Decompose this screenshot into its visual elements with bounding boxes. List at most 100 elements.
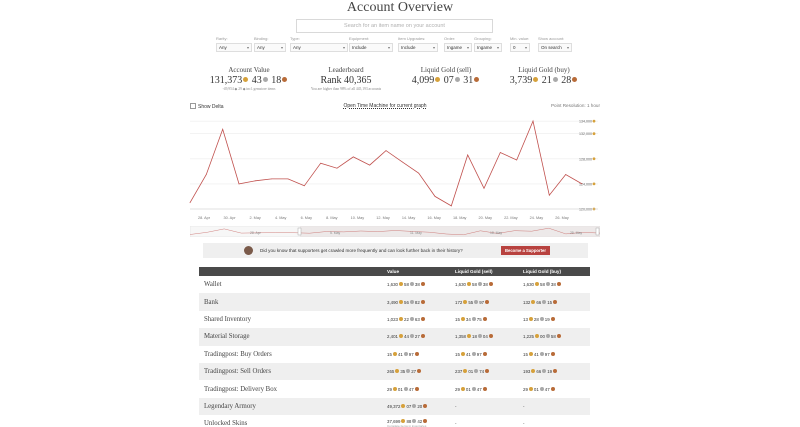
copper-coin-icon xyxy=(572,77,578,82)
data-point[interactable] xyxy=(205,174,207,175)
copper-amount: 63 xyxy=(414,316,420,322)
silver-amount: 41 xyxy=(397,351,403,357)
copper-coin-icon xyxy=(482,316,487,321)
become-supporter-button[interactable]: Become a Supporter xyxy=(501,246,550,255)
value-breakdown-table: Value Liquid Gold (sell) Liquid Gold (bu… xyxy=(199,267,590,427)
table-row[interactable]: Tradingpost: Buy Orders 15 41 97 15 41 97 15 41 9… xyxy=(199,346,590,363)
data-point[interactable] xyxy=(581,183,583,185)
account-value-chart[interactable]: 134,000 132,000 128,000 124,000 120,000 28. A… xyxy=(188,114,602,226)
copper-amount: 97 xyxy=(408,351,414,357)
filter-select[interactable]: Any xyxy=(216,43,252,52)
copper-amount: 15 xyxy=(547,299,553,305)
data-point[interactable] xyxy=(532,120,534,122)
silver-amount: 01 xyxy=(468,369,474,375)
data-point[interactable] xyxy=(499,152,501,153)
checkbox-icon[interactable] xyxy=(190,103,196,109)
filter-select[interactable]: Ingame xyxy=(474,43,502,52)
table-row[interactable]: Unlocked Skins 37,699 88 42 Complete items i… xyxy=(199,415,590,427)
silver-coin-icon xyxy=(403,386,408,391)
navigator-handle[interactable] xyxy=(297,227,302,236)
x-tick-label: 10. May xyxy=(351,216,365,220)
copper-amount: 47 xyxy=(408,386,414,392)
navigator-label: 11. May xyxy=(410,231,422,235)
data-point[interactable] xyxy=(238,183,240,185)
data-point[interactable] xyxy=(418,172,420,174)
time-machine-link[interactable]: Open Time Machine for current graph xyxy=(343,103,427,109)
show-delta-toggle[interactable]: Show Delta xyxy=(190,103,224,110)
data-point[interactable] xyxy=(385,150,387,151)
gold-amount: 15 xyxy=(455,351,460,357)
gold-amount: 15 xyxy=(523,351,528,357)
filter-label: Order: xyxy=(444,36,456,41)
data-point[interactable] xyxy=(336,167,338,169)
data-point[interactable] xyxy=(222,128,224,130)
filter-select[interactable]: 0 xyxy=(510,43,530,52)
data-point[interactable] xyxy=(565,174,567,175)
money-cell: 172 55 97 xyxy=(451,293,519,311)
filter-4: Item Upgrades: Include xyxy=(398,36,438,52)
data-point[interactable] xyxy=(189,202,191,204)
filter-select[interactable]: Include xyxy=(398,43,438,52)
gold-coin-icon xyxy=(460,316,465,321)
filter-label: Grouping: xyxy=(474,36,492,41)
table-row[interactable]: Shared Inventory 1,023 22 63 15 34 75 13 28 19 xyxy=(199,311,590,328)
silver-amount: 00 xyxy=(540,334,545,340)
row-name: Legendary Armory xyxy=(199,397,383,416)
table-row[interactable]: Tradingpost: Delivery Box 29 01 47 29 01 47 29 0… xyxy=(199,380,590,397)
data-point[interactable] xyxy=(320,162,322,164)
data-point[interactable] xyxy=(516,159,518,161)
gold-coin-icon xyxy=(535,282,539,287)
data-point[interactable] xyxy=(254,180,256,182)
gold-coin-icon xyxy=(533,77,539,82)
table-row[interactable]: Bank 3,490 56 82 172 55 97 132 66 15 xyxy=(199,293,590,311)
navigator-label: 18. May xyxy=(490,231,502,235)
money-cell: 15 34 75 xyxy=(451,311,519,328)
data-point[interactable] xyxy=(287,178,289,180)
navigator-handle[interactable] xyxy=(595,227,600,236)
gold-coin-icon xyxy=(467,282,471,287)
chart-navigator[interactable]: 28. Apr 5. May 11. May 18. May 25. May xyxy=(190,226,600,237)
money-cell: 37,699 88 42 Complete items in inventories xyxy=(383,415,451,427)
liquid-buy-amount: 3,739 21 28 xyxy=(494,75,594,86)
table-row[interactable]: Tradingpost: Sell Orders 265 35 27 237 01 74 19… xyxy=(199,362,590,381)
point-resolution[interactable]: Point Resolution: 1 hour xyxy=(550,103,600,108)
filter-select[interactable]: Ingame xyxy=(444,43,472,52)
gold-coin-icon xyxy=(531,369,536,374)
data-point[interactable] xyxy=(483,187,485,189)
gold-amount: 132 xyxy=(523,299,531,305)
liquid-sell-stat: Liquid Gold (sell) 4,099 07 31 xyxy=(396,66,496,86)
data-point[interactable] xyxy=(548,194,550,196)
data-point[interactable] xyxy=(450,205,452,207)
copper-amount: 47 xyxy=(476,386,482,392)
gold-coin-icon xyxy=(460,351,465,356)
data-point[interactable] xyxy=(303,185,305,187)
silver-coin-icon xyxy=(477,334,482,339)
filter-select[interactable]: Include xyxy=(349,43,393,52)
filter-select[interactable]: Any xyxy=(290,43,348,52)
data-point[interactable] xyxy=(467,154,469,156)
data-point[interactable] xyxy=(271,178,273,180)
silver-amount: 41 xyxy=(533,351,539,357)
money-cell: 29 01 47 xyxy=(383,380,451,397)
data-point[interactable] xyxy=(369,164,371,166)
gold-coin-icon xyxy=(435,77,441,82)
filter-select[interactable]: On search xyxy=(538,43,572,52)
silver-amount: 55 xyxy=(468,299,474,305)
money-cell: 193 66 19 xyxy=(519,362,590,381)
copper-amount: 19 xyxy=(544,316,550,322)
leaderboard-stat: Leaderboard Rank 40,365 You are higher t… xyxy=(296,66,396,91)
filter-select[interactable]: Any xyxy=(254,43,286,52)
table-row[interactable]: Wallet 1,630 58 38 1,630 58 38 1,630 58 38 xyxy=(199,276,590,293)
data-point[interactable] xyxy=(401,161,403,163)
filter-label: Binding: xyxy=(254,36,269,41)
copper-coin-icon xyxy=(556,282,561,287)
navigator-selection[interactable] xyxy=(300,226,600,237)
gold-coin-icon xyxy=(399,316,403,321)
table-row[interactable]: Material Storage 2,401 44 27 1,358 18 04 1,225 0… xyxy=(199,328,590,346)
search-input[interactable]: Search for an item name on your account xyxy=(296,19,493,33)
data-point[interactable] xyxy=(352,156,354,158)
data-point[interactable] xyxy=(434,196,436,197)
silver-coin-icon xyxy=(412,403,417,408)
silver-coin-icon xyxy=(409,299,414,304)
table-row[interactable]: Legendary Armory 49,372 07 20 - - xyxy=(199,397,590,416)
